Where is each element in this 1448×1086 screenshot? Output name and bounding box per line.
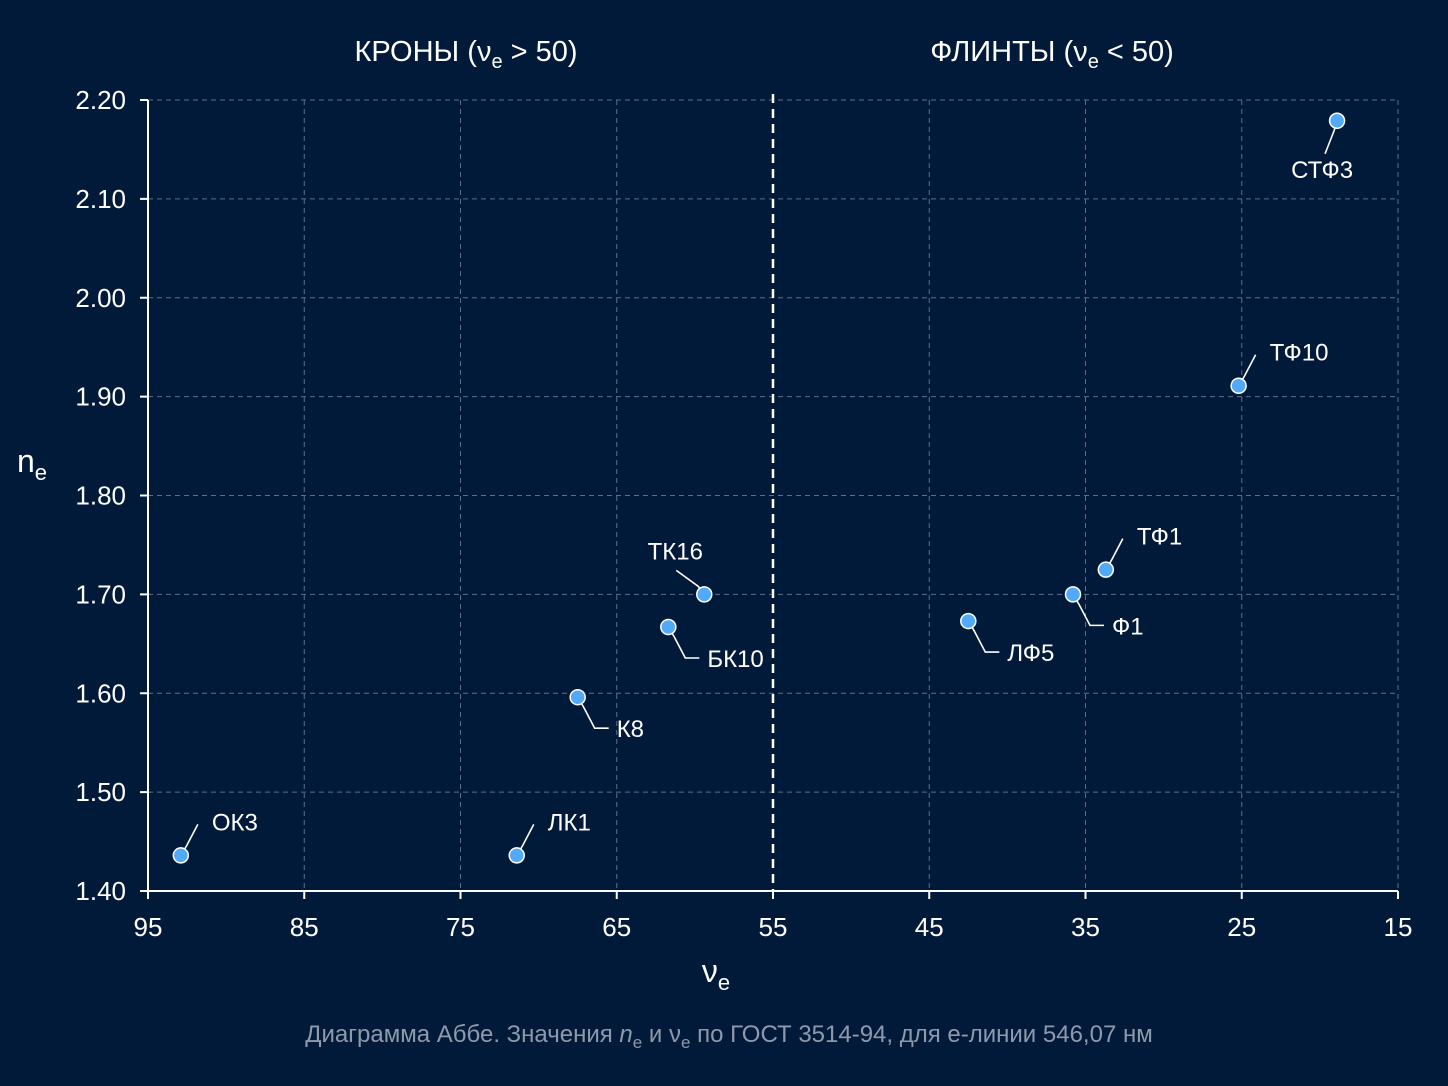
data-label: Ф1 — [1112, 613, 1144, 640]
data-label: СТФ3 — [1291, 157, 1353, 184]
data-label: БК10 — [707, 646, 763, 673]
y-tick-label: 1.40 — [75, 876, 126, 906]
data-point — [1328, 112, 1346, 130]
y-tick-label: 1.60 — [75, 678, 126, 708]
x-tick-label: 35 — [1071, 912, 1100, 942]
x-tick-label: 75 — [446, 912, 475, 942]
y-tick-label: 1.80 — [75, 481, 126, 511]
data-label: ЛФ5 — [1007, 640, 1054, 667]
tick-labels: 95 85 75 65 55 45 35 25 15 1.40 1.50 1.60 1.70 1.80 1.… — [75, 85, 1412, 942]
data-point — [696, 586, 713, 603]
x-tick-label: 95 — [134, 912, 163, 942]
x-tick-label: 25 — [1227, 912, 1256, 942]
y-tick-label: 2.10 — [75, 184, 126, 214]
region-title-crowns: КРОНЫ (νe > 50) — [354, 36, 577, 73]
x-tick-label: 65 — [602, 912, 631, 942]
data-label: ОК3 — [212, 809, 258, 836]
data-point — [1064, 586, 1082, 603]
data-label: ТФ10 — [1270, 340, 1329, 367]
data-point — [508, 847, 525, 864]
x-tick-label: 15 — [1384, 912, 1413, 942]
data-point — [172, 847, 190, 864]
data-label: ТФ1 — [1137, 524, 1182, 551]
data-point — [1097, 561, 1115, 578]
axes — [140, 94, 1399, 899]
data-point — [569, 688, 586, 706]
x-tick-label: 45 — [915, 912, 944, 942]
data-points: ОК3 ЛК1 К8 БК10 ТК16 ЛФ5 Ф1 ТФ1 ТФ10 СТФ3 — [172, 112, 1353, 864]
y-tick-label: 2.20 — [75, 85, 126, 115]
y-tick-label: 2.00 — [75, 283, 126, 313]
region-title-flints: ФЛИНТЫ (νe < 50) — [930, 36, 1174, 73]
data-point — [960, 612, 977, 630]
y-tick-label: 1.50 — [75, 777, 126, 807]
x-tick-label: 85 — [290, 912, 319, 942]
x-axis-title: νe — [702, 953, 730, 995]
y-axis-title: ne — [17, 443, 47, 485]
data-label: ЛК1 — [548, 809, 591, 836]
y-tick-label: 1.90 — [75, 382, 126, 412]
data-point — [660, 618, 677, 636]
caption: Диаграмма Аббе. Значения ne и νe по ГОСТ… — [305, 1021, 1152, 1052]
y-tick-label: 1.70 — [75, 579, 126, 609]
data-point — [1230, 377, 1247, 394]
data-label: ТК16 — [648, 538, 703, 565]
x-tick-label: 55 — [759, 912, 788, 942]
data-label: К8 — [617, 716, 644, 743]
